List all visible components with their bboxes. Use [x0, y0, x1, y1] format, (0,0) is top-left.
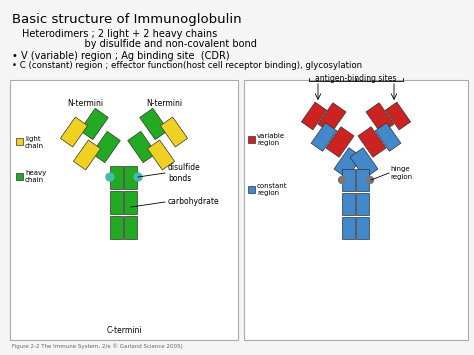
- Polygon shape: [311, 123, 337, 151]
- Text: hinge
region: hinge region: [390, 166, 412, 180]
- Polygon shape: [334, 148, 362, 178]
- Polygon shape: [73, 140, 100, 170]
- Text: Figure 2-2 The Immune System, 2/e © Garland Science 2005): Figure 2-2 The Immune System, 2/e © Garl…: [12, 343, 182, 349]
- Polygon shape: [356, 217, 370, 239]
- Polygon shape: [301, 102, 327, 130]
- Polygon shape: [125, 165, 137, 189]
- Bar: [248, 136, 255, 143]
- Polygon shape: [110, 165, 124, 189]
- Text: constant
region: constant region: [257, 184, 288, 197]
- Text: heavy
chain: heavy chain: [25, 170, 46, 184]
- Polygon shape: [318, 103, 346, 133]
- Bar: [16, 138, 23, 145]
- Text: carbohydrate: carbohydrate: [168, 197, 219, 207]
- Polygon shape: [160, 117, 188, 147]
- Polygon shape: [385, 102, 410, 130]
- Polygon shape: [343, 217, 356, 239]
- Text: disulfide
bonds: disulfide bonds: [168, 163, 201, 183]
- Text: • V (variable) region ; Ag binding site  (CDR): • V (variable) region ; Ag binding site …: [12, 51, 229, 61]
- Text: light
chain: light chain: [25, 136, 44, 148]
- Bar: [16, 173, 23, 180]
- Polygon shape: [350, 148, 378, 178]
- Polygon shape: [125, 191, 137, 213]
- Text: C-termini: C-termini: [106, 326, 142, 335]
- Polygon shape: [110, 191, 124, 213]
- Polygon shape: [343, 169, 356, 191]
- Polygon shape: [375, 123, 401, 151]
- Polygon shape: [91, 131, 120, 163]
- Polygon shape: [110, 215, 124, 239]
- Text: N-termini: N-termini: [146, 99, 182, 108]
- Text: • C (constant) region ; effector function(host cell receptor binding), glycosyla: • C (constant) region ; effector functio…: [12, 61, 362, 70]
- Polygon shape: [140, 108, 168, 140]
- Polygon shape: [147, 140, 174, 170]
- Text: antigen-binding sites: antigen-binding sites: [315, 74, 397, 83]
- Polygon shape: [326, 127, 354, 157]
- Polygon shape: [128, 131, 156, 163]
- Polygon shape: [343, 193, 356, 215]
- Polygon shape: [358, 127, 386, 157]
- Polygon shape: [366, 103, 394, 133]
- Circle shape: [106, 173, 114, 181]
- Bar: [10, 80, 238, 340]
- Bar: [244, 80, 468, 340]
- Polygon shape: [80, 108, 108, 140]
- Text: N-termini: N-termini: [67, 99, 103, 108]
- Text: Heterodimers ; 2 light + 2 heavy chains: Heterodimers ; 2 light + 2 heavy chains: [22, 29, 217, 39]
- Polygon shape: [125, 215, 137, 239]
- Polygon shape: [356, 193, 370, 215]
- Circle shape: [134, 173, 142, 181]
- Circle shape: [366, 176, 374, 184]
- Bar: [248, 186, 255, 193]
- Polygon shape: [356, 169, 370, 191]
- Polygon shape: [60, 117, 88, 147]
- Circle shape: [338, 176, 346, 184]
- Text: Basic structure of Immunoglobulin: Basic structure of Immunoglobulin: [12, 13, 242, 26]
- Text: by disulfide and non-covalent bond: by disulfide and non-covalent bond: [22, 39, 257, 49]
- Text: variable
region: variable region: [257, 133, 285, 147]
